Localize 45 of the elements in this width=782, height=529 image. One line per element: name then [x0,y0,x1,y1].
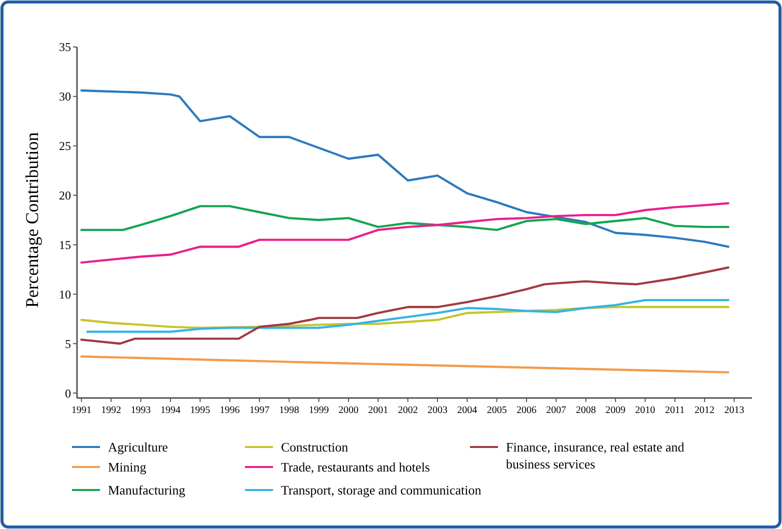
x-tick-label: 2004 [457,405,478,416]
x-tick-label: 2008 [576,405,596,416]
x-tick-label: 1997 [249,405,270,416]
line-series [80,202,730,264]
y-tick-label: 35 [59,40,71,54]
x-tick-label: 1993 [130,405,151,416]
x-tick-label: 2009 [606,405,626,416]
line-series [80,89,730,248]
line-series [80,306,730,329]
line-series [80,266,730,345]
x-tick-label: 2001 [368,405,388,416]
legend-label: Manufacturing [108,482,186,498]
y-axis-title: Percentage Contribution [22,132,42,308]
line-series [86,299,730,333]
x-tick-label: 1999 [308,405,329,416]
y-tick-label: 10 [59,287,71,302]
x-tick-label: 2000 [338,405,358,416]
legend-label: Finance, insurance, real estate and business services [506,440,685,472]
x-tick-label: 1998 [279,405,300,416]
x-tick-label: 1996 [220,405,240,416]
x-tick-label: 2007 [546,405,566,416]
legend-label: Transport, storage and communication [281,482,482,498]
y-tick-label: 25 [59,139,71,154]
line-series [80,205,730,232]
x-tick-label: 2003 [427,405,448,416]
y-tick-label: 5 [65,336,71,351]
y-tick-label: 0 [65,386,71,400]
x-tick-label: 2010 [635,405,656,416]
legend-label: Construction [281,440,349,455]
x-tick-label: 1994 [160,405,180,416]
legend-label: Trade, restaurants and hotels [281,460,430,475]
x-tick-label: 2011 [665,405,685,416]
x-tick-label: 2002 [398,405,418,416]
x-tick-label: 1995 [190,405,210,416]
x-tick-label: 2006 [516,405,537,416]
legend-label: Agriculture [108,440,168,455]
x-tick-label: 1992 [101,405,122,416]
legend-label: Mining [108,460,147,475]
y-tick-label: 20 [59,188,71,203]
x-tick-label: 1991 [71,405,92,416]
x-tick-label: 2013 [724,405,744,416]
x-tick-label: 2012 [694,405,715,416]
x-tick-label: 2005 [486,405,507,416]
y-tick-label: 15 [59,238,71,252]
y-tick-label: 30 [59,90,71,104]
